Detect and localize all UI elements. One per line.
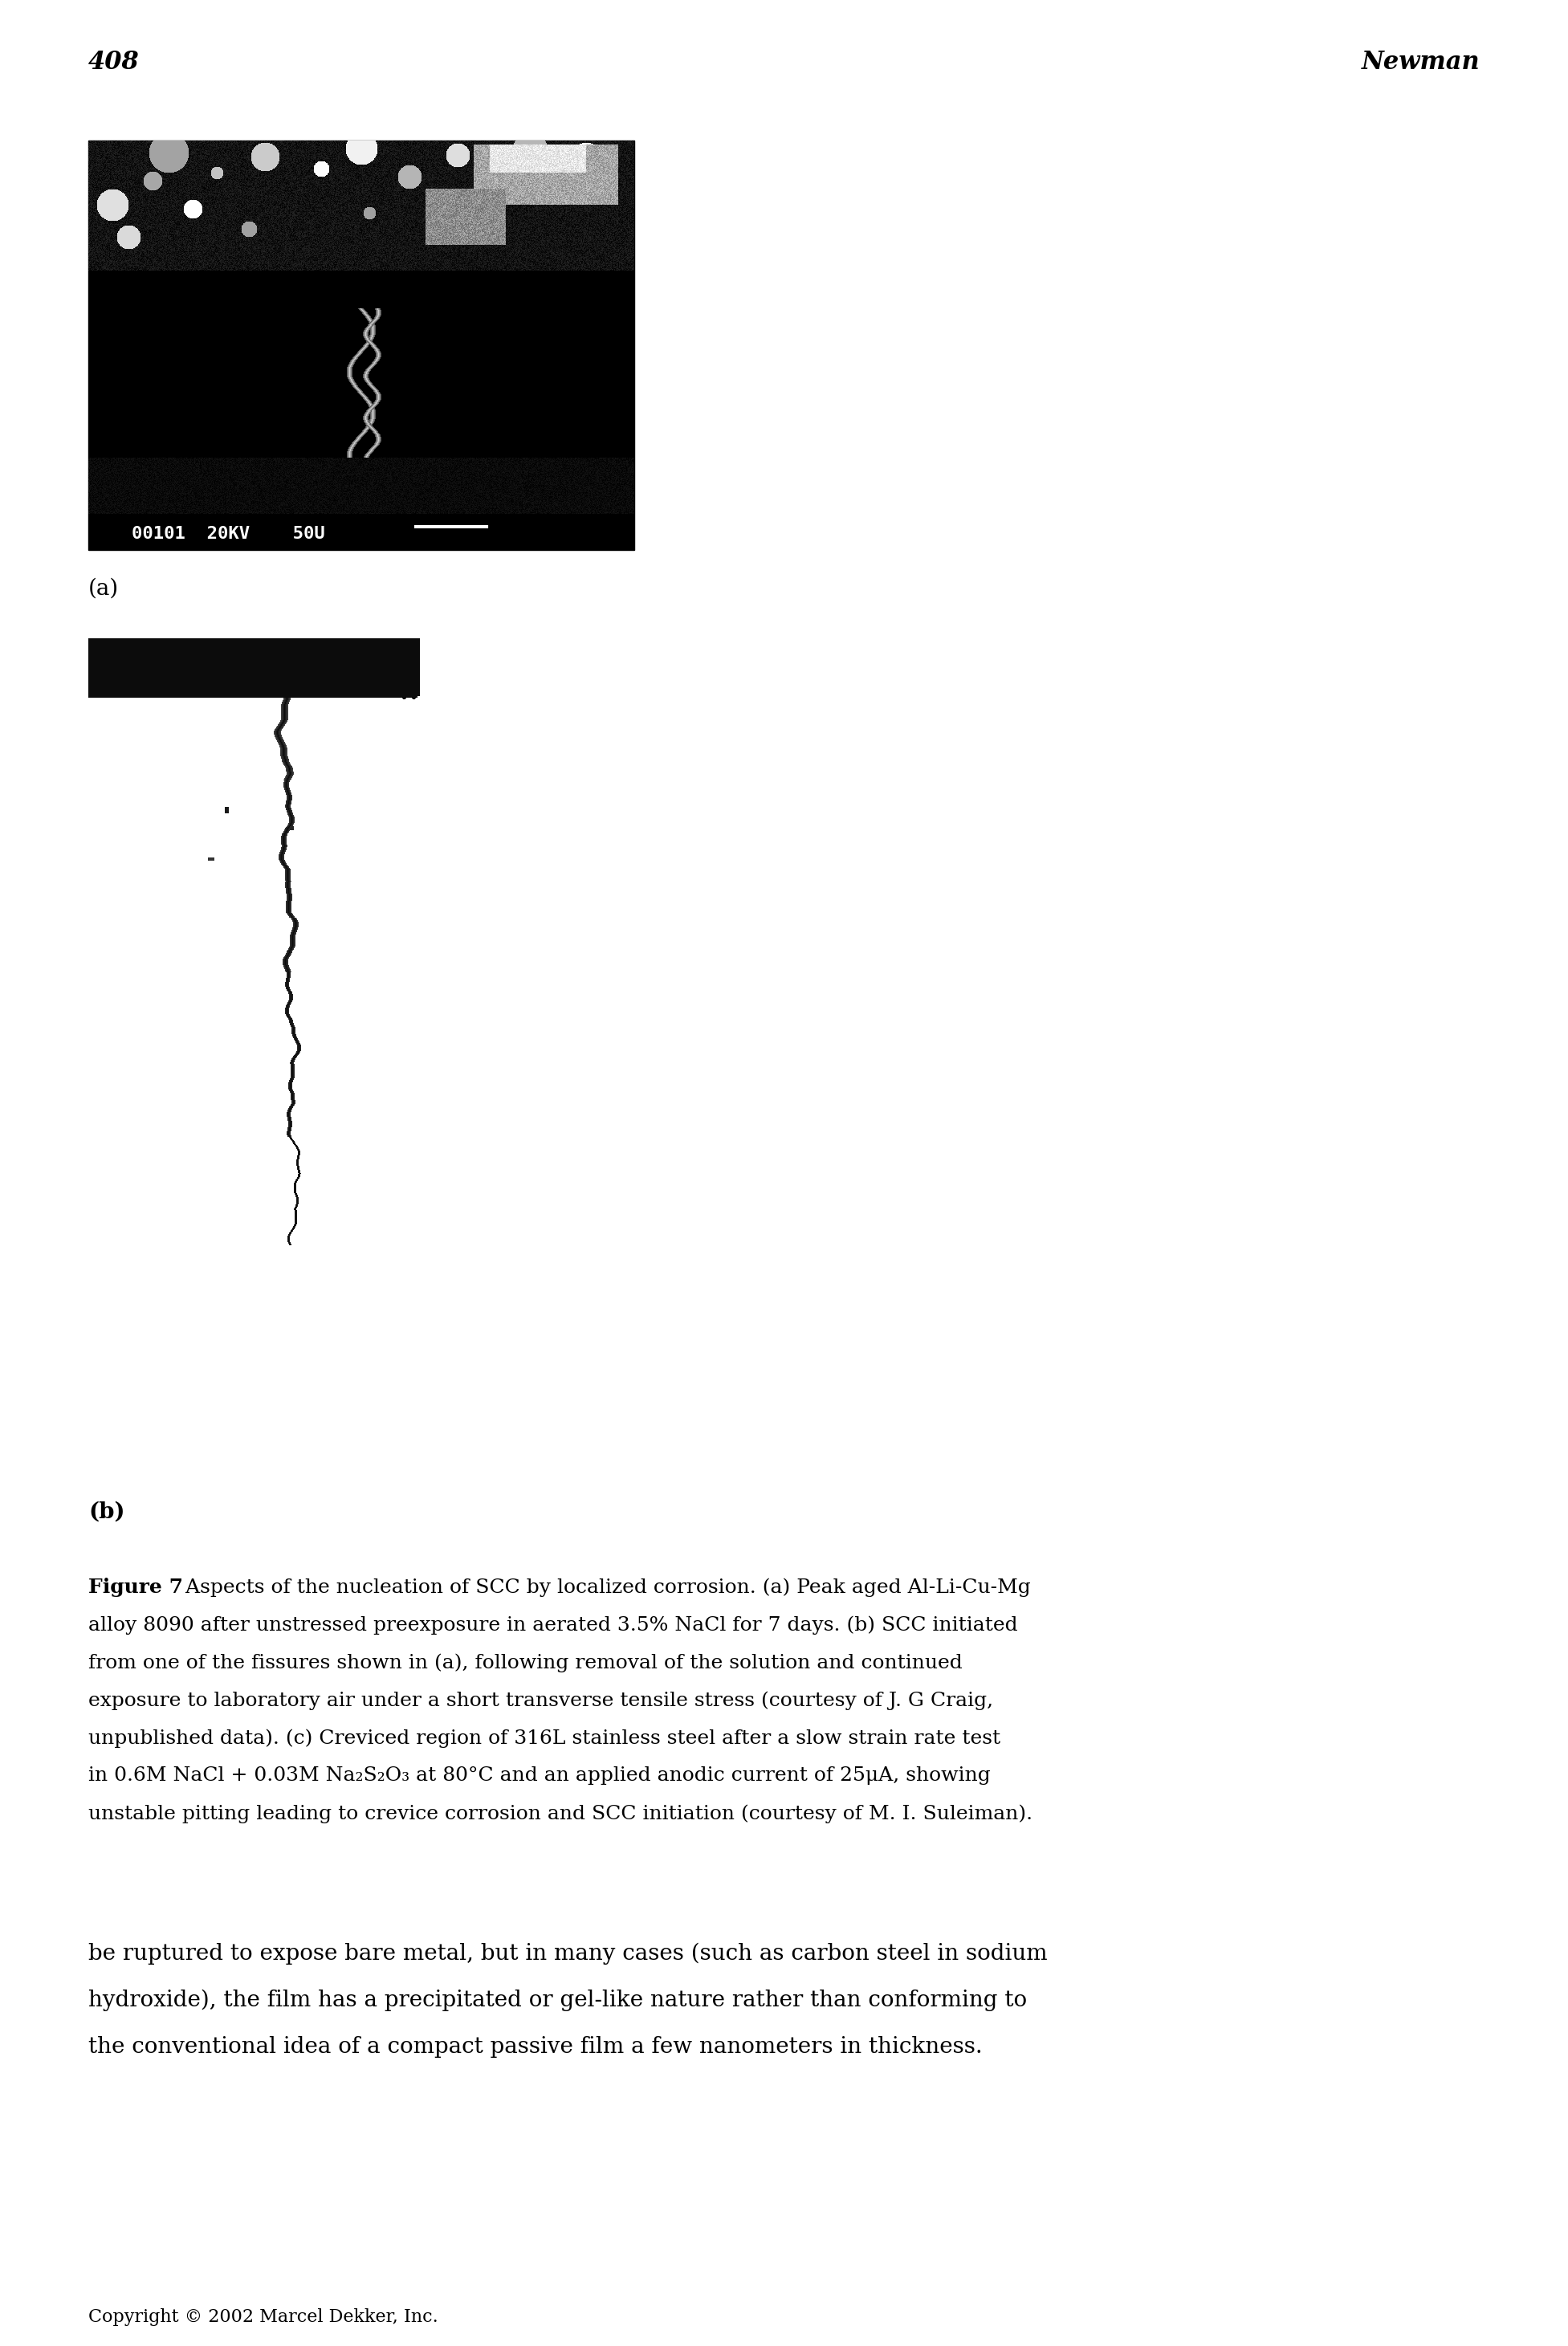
Text: from one of the fissures shown in (a), following removal of the solution and con: from one of the fissures shown in (a), f… bbox=[88, 1654, 963, 1673]
Bar bbox=[88, 141, 635, 549]
Text: (b): (b) bbox=[88, 1501, 125, 1523]
Text: exposure to laboratory air under a short transverse tensile stress (courtesy of : exposure to laboratory air under a short… bbox=[88, 1691, 993, 1710]
Text: Figure 7: Figure 7 bbox=[88, 1577, 183, 1598]
Text: Aspects of the nucleation of SCC by localized corrosion. (a) Peak aged Al-Li-Cu-: Aspects of the nucleation of SCC by loca… bbox=[172, 1577, 1030, 1598]
Text: be ruptured to expose bare metal, but in many cases (such as carbon steel in sod: be ruptured to expose bare metal, but in… bbox=[88, 1942, 1047, 1966]
Text: Copyright © 2002 Marcel Dekker, Inc.: Copyright © 2002 Marcel Dekker, Inc. bbox=[88, 2308, 437, 2325]
Text: (a): (a) bbox=[88, 577, 119, 601]
Text: in 0.6M NaCl + 0.03M Na₂S₂O₃ at 80°C and an applied anodic current of 25μA, show: in 0.6M NaCl + 0.03M Na₂S₂O₃ at 80°C and… bbox=[88, 1767, 991, 1785]
Text: unstable pitting leading to crevice corrosion and SCC initiation (courtesy of M.: unstable pitting leading to crevice corr… bbox=[88, 1804, 1033, 1823]
Text: alloy 8090 after unstressed preexposure in aerated 3.5% NaCl for 7 days. (b) SCC: alloy 8090 after unstressed preexposure … bbox=[88, 1616, 1018, 1635]
Text: unpublished data). (c) Creviced region of 316L stainless steel after a slow stra: unpublished data). (c) Creviced region o… bbox=[88, 1729, 1000, 1748]
Text: 00101  20KV    50U: 00101 20KV 50U bbox=[132, 526, 325, 542]
Text: hydroxide), the film has a precipitated or gel-like nature rather than conformin: hydroxide), the film has a precipitated … bbox=[88, 1989, 1027, 2011]
Text: the conventional idea of a compact passive film a few nanometers in thickness.: the conventional idea of a compact passi… bbox=[88, 2036, 983, 2057]
Bar bbox=[88, 638, 635, 1264]
Text: Newman: Newman bbox=[1361, 49, 1480, 75]
Text: 408: 408 bbox=[88, 49, 140, 75]
